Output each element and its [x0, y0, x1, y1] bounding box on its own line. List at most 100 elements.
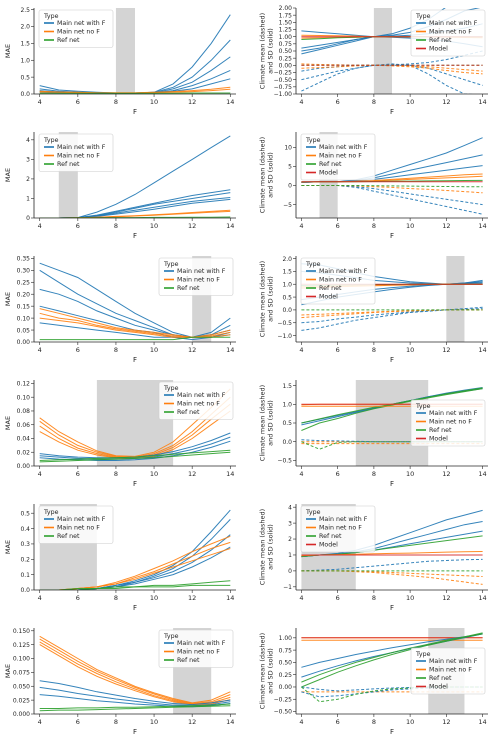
y-tick-label: 0.2	[20, 556, 30, 563]
y-tick-label: 1.0	[282, 402, 292, 409]
y-axis-label-line: MAE	[4, 664, 12, 678]
shade-band	[115, 8, 135, 94]
legend-entry: Model	[429, 46, 448, 53]
y-tick-label: 0.150	[13, 628, 30, 635]
chart-panel-2: 4 6 8 10 12 14 −1.00−0.75−0.50−0.250.000.250.5…	[259, 5, 488, 116]
series-group	[39, 262, 231, 341]
x-tick-label: 10	[406, 222, 414, 230]
legend-entry: Ref net	[57, 533, 80, 540]
y-tick-label: 0	[288, 183, 292, 190]
legend-title: Type	[163, 633, 179, 640]
x-axis-label: F	[133, 108, 137, 116]
y-tick-label: 0	[26, 215, 30, 222]
x-tick-label: 6	[76, 470, 80, 478]
series-line-main_f-sd	[39, 546, 231, 590]
x-axis-label: F	[133, 232, 137, 240]
shade-band	[446, 256, 465, 342]
y-tick-label: 0.00	[279, 684, 293, 691]
y-tick-label: 3	[26, 157, 30, 164]
y-tick-label: 4	[288, 504, 292, 511]
y-tick-label: 0.50	[279, 48, 293, 55]
legend-entry: Main net with F	[319, 144, 368, 151]
y-tick-label: 0.06	[17, 422, 31, 429]
y-axis-label-line: and SD (solid)	[267, 648, 275, 694]
x-tick-label: 12	[188, 718, 196, 726]
y-tick-label: 0.05	[17, 327, 31, 334]
y-tick-label: −0.5	[277, 458, 292, 465]
y-axis-label: Climate mean (dashed)and SD (solid)	[259, 509, 275, 585]
legend-frame	[410, 647, 486, 695]
legend-entry: Main net with F	[319, 516, 368, 523]
y-tick-label: 0.100	[13, 656, 30, 663]
x-tick-label: 6	[336, 594, 340, 602]
y-tick-label: −1	[283, 584, 292, 591]
y-axis-label-line: and SD (solid)	[267, 28, 275, 74]
y-tick-label: 0.50	[279, 660, 293, 667]
legend-entry: Main net no F	[319, 277, 362, 284]
y-tick-label: 0.10	[17, 394, 31, 401]
y-tick-label: 1	[288, 552, 292, 559]
series-line-ref-sd	[39, 449, 231, 461]
x-tick-label: 14	[226, 718, 234, 726]
legend-frame	[300, 133, 376, 181]
series-line-ref-sd	[301, 388, 483, 431]
y-tick-label: −0.50	[274, 77, 293, 84]
y-tick-label: 1.5	[282, 269, 292, 276]
y-tick-label: 10	[284, 144, 292, 151]
legend-frame	[38, 9, 114, 48]
y-tick-label: 0.0	[282, 307, 292, 314]
y-tick-label: 0.75	[279, 41, 293, 48]
legend-title: Type	[43, 509, 59, 516]
y-tick-label: 0.35	[17, 256, 31, 263]
series-line-ref-sd	[301, 633, 483, 688]
y-tick-label: 0.08	[17, 408, 31, 415]
legend-entry: Main net no F	[57, 525, 100, 532]
y-tick-label: 1.00	[279, 635, 293, 642]
legend-entry: Main net no F	[57, 29, 100, 36]
y-tick-label: 5	[288, 164, 292, 171]
series-line-main_nof-sd	[39, 403, 231, 459]
x-tick-label: 8	[372, 718, 376, 726]
x-tick-label: 12	[442, 222, 450, 230]
x-tick-label: 6	[336, 718, 340, 726]
y-tick-label: 0.5	[282, 420, 292, 427]
legend-frame	[410, 9, 486, 57]
legend-entry: Main net no F	[429, 419, 472, 426]
legend-entry: Main net with F	[429, 658, 478, 665]
y-tick-label: 0.125	[13, 642, 30, 649]
x-tick-label: 4	[299, 222, 303, 230]
legend-frame	[410, 399, 486, 447]
x-tick-label: 6	[336, 98, 340, 106]
shade-band	[373, 8, 392, 94]
series-line-main_nof-mean	[301, 64, 483, 75]
x-tick-label: 6	[76, 594, 80, 602]
chart-panel-12: 4 6 8 10 12 14 −0.50 −0.25 0.00 0.25 0.50 0.75 1.00 F…	[259, 628, 488, 736]
y-tick-label: 1.50	[279, 20, 293, 27]
x-tick-label: 14	[478, 98, 486, 106]
y-tick-label: 0.0	[282, 439, 292, 446]
y-tick-label: 1.5	[282, 383, 292, 390]
y-axis-label-line: MAE	[4, 416, 12, 430]
x-tick-label: 8	[114, 98, 118, 106]
y-tick-label: 0.02	[17, 449, 31, 456]
series-line-main_f-sd	[39, 262, 231, 338]
legend-entry: Main net with F	[429, 20, 478, 27]
legend-frame	[158, 629, 234, 668]
x-tick-label: 4	[299, 470, 303, 478]
y-tick-label: 0.5	[20, 510, 30, 517]
y-tick-label: 1.0	[20, 57, 30, 64]
y-tick-label: 0.5	[20, 74, 30, 81]
y-axis-label-line: and SD (solid)	[267, 152, 275, 198]
y-tick-label: 1.0	[282, 281, 292, 288]
legend-entry: Ref net	[429, 675, 452, 682]
x-tick-label: 12	[442, 718, 450, 726]
x-axis-label: F	[390, 108, 394, 116]
x-tick-label: 12	[188, 346, 196, 354]
series-line-ref-sd	[39, 584, 231, 590]
legend-title: Type	[415, 13, 431, 20]
x-tick-label: 6	[336, 222, 340, 230]
x-tick-label: 14	[226, 98, 234, 106]
legend-entry: Main net with F	[57, 144, 106, 151]
